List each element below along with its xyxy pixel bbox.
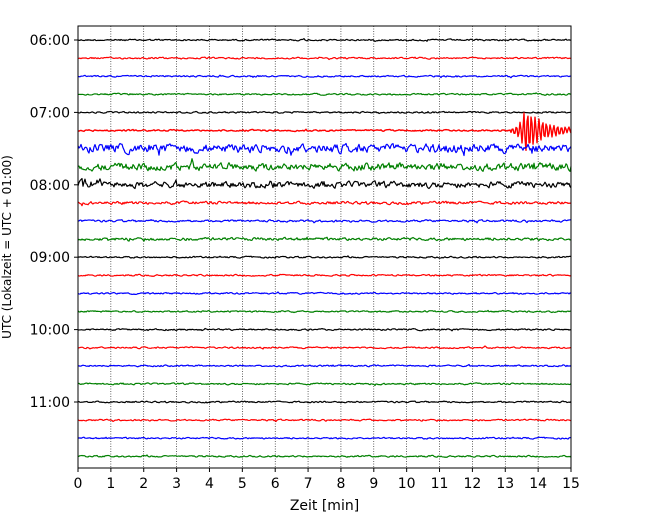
- y-tick-label: 11:00: [30, 395, 70, 411]
- y-tick-label: 08:00: [30, 178, 70, 194]
- x-tick-label: 7: [304, 476, 313, 492]
- y-axis-title: UTC (Lokalzeit = UTC + 01:00): [0, 155, 14, 339]
- x-tick-label: 3: [172, 476, 181, 492]
- trace-line: [77, 255, 572, 259]
- trace-line: [77, 454, 572, 458]
- x-tick-label: 4: [205, 476, 214, 492]
- trace-line: [77, 436, 572, 440]
- trace-line: [77, 74, 572, 79]
- y-axis: 06:00 07:00 08:00 09:00 10:00 11:00: [30, 33, 78, 411]
- x-tick-label: 14: [529, 476, 547, 492]
- trace-line: [77, 38, 572, 43]
- y-tick-label: 09:00: [30, 250, 70, 266]
- x-tick-label: 6: [271, 476, 280, 492]
- x-tick-label: 2: [139, 476, 148, 492]
- trace-line: [77, 345, 572, 350]
- x-tick-label: 9: [369, 476, 378, 492]
- trace-line: [77, 236, 572, 242]
- x-tick-label: 1: [106, 476, 115, 492]
- trace-line: [77, 400, 572, 404]
- y-tick-label: 10:00: [30, 323, 70, 339]
- y-tick-label: 07:00: [30, 105, 70, 121]
- plot-frame: [77, 25, 572, 469]
- trace-line: [77, 112, 572, 152]
- x-axis-title: Zeit [min]: [290, 498, 359, 514]
- trace-line: [77, 158, 572, 172]
- trace-line: [77, 273, 572, 277]
- x-tick-label: 0: [74, 476, 83, 492]
- trace-line: [77, 110, 572, 115]
- trace-line: [77, 142, 572, 157]
- trace-line: [77, 92, 572, 96]
- y-tick-label: 06:00: [30, 33, 70, 49]
- trace-line: [77, 177, 572, 190]
- trace-line: [77, 382, 572, 387]
- trace-group: [77, 38, 572, 458]
- x-tick-label: 10: [398, 476, 416, 492]
- x-tick-label: 12: [463, 476, 481, 492]
- x-tick-label: 11: [431, 476, 449, 492]
- trace-line: [77, 418, 572, 423]
- x-axis: 0 1 2 3 4 5 6 7 8 9 10 11 12 13 14 15: [74, 468, 580, 492]
- trace-line: [77, 200, 572, 207]
- x-tick-label: 5: [238, 476, 247, 492]
- x-tick-label: 8: [336, 476, 345, 492]
- x-tick-label: 15: [562, 476, 580, 492]
- vertical-grid: [110, 26, 539, 468]
- x-tick-label: 13: [496, 476, 514, 492]
- trace-line: [77, 363, 572, 368]
- trace-line: [77, 219, 572, 224]
- trace-line: [77, 327, 572, 332]
- trace-line: [77, 309, 571, 314]
- trace-line: [77, 291, 572, 295]
- trace-line: [77, 56, 572, 61]
